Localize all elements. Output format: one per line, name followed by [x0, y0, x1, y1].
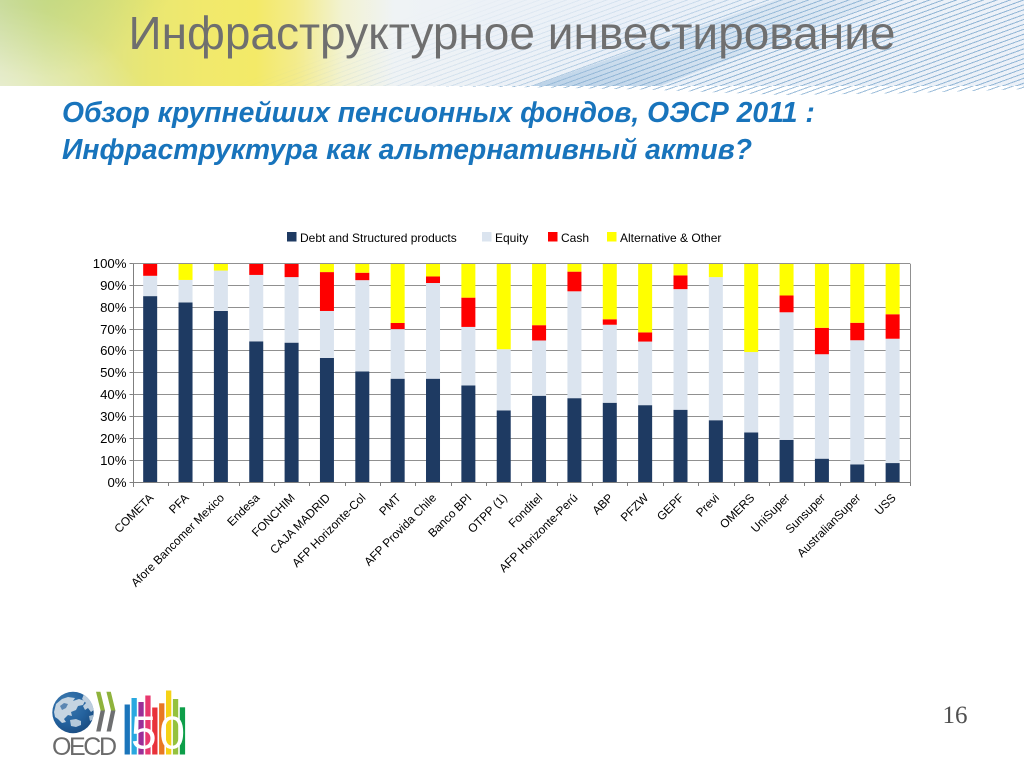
svg-text:Alternative & Other: Alternative & Other: [620, 231, 721, 245]
svg-text:OECD: OECD: [52, 733, 117, 761]
svg-text:50%: 50%: [100, 365, 127, 380]
svg-text:Cash: Cash: [561, 231, 589, 245]
svg-text:100%: 100%: [93, 256, 127, 271]
svg-text:30%: 30%: [100, 409, 127, 424]
svg-text:20%: 20%: [100, 431, 127, 446]
svg-text:Equity: Equity: [495, 231, 528, 245]
svg-text:40%: 40%: [100, 387, 127, 402]
svg-text:50: 50: [131, 707, 185, 759]
svg-text:10%: 10%: [100, 453, 127, 468]
svg-text:0%: 0%: [107, 475, 126, 490]
svg-text:80%: 80%: [100, 300, 127, 315]
svg-text:60%: 60%: [100, 343, 127, 358]
svg-text:70%: 70%: [100, 322, 127, 337]
svg-text:90%: 90%: [100, 278, 127, 293]
svg-text:Debt and Structured products: Debt and Structured products: [300, 231, 457, 245]
